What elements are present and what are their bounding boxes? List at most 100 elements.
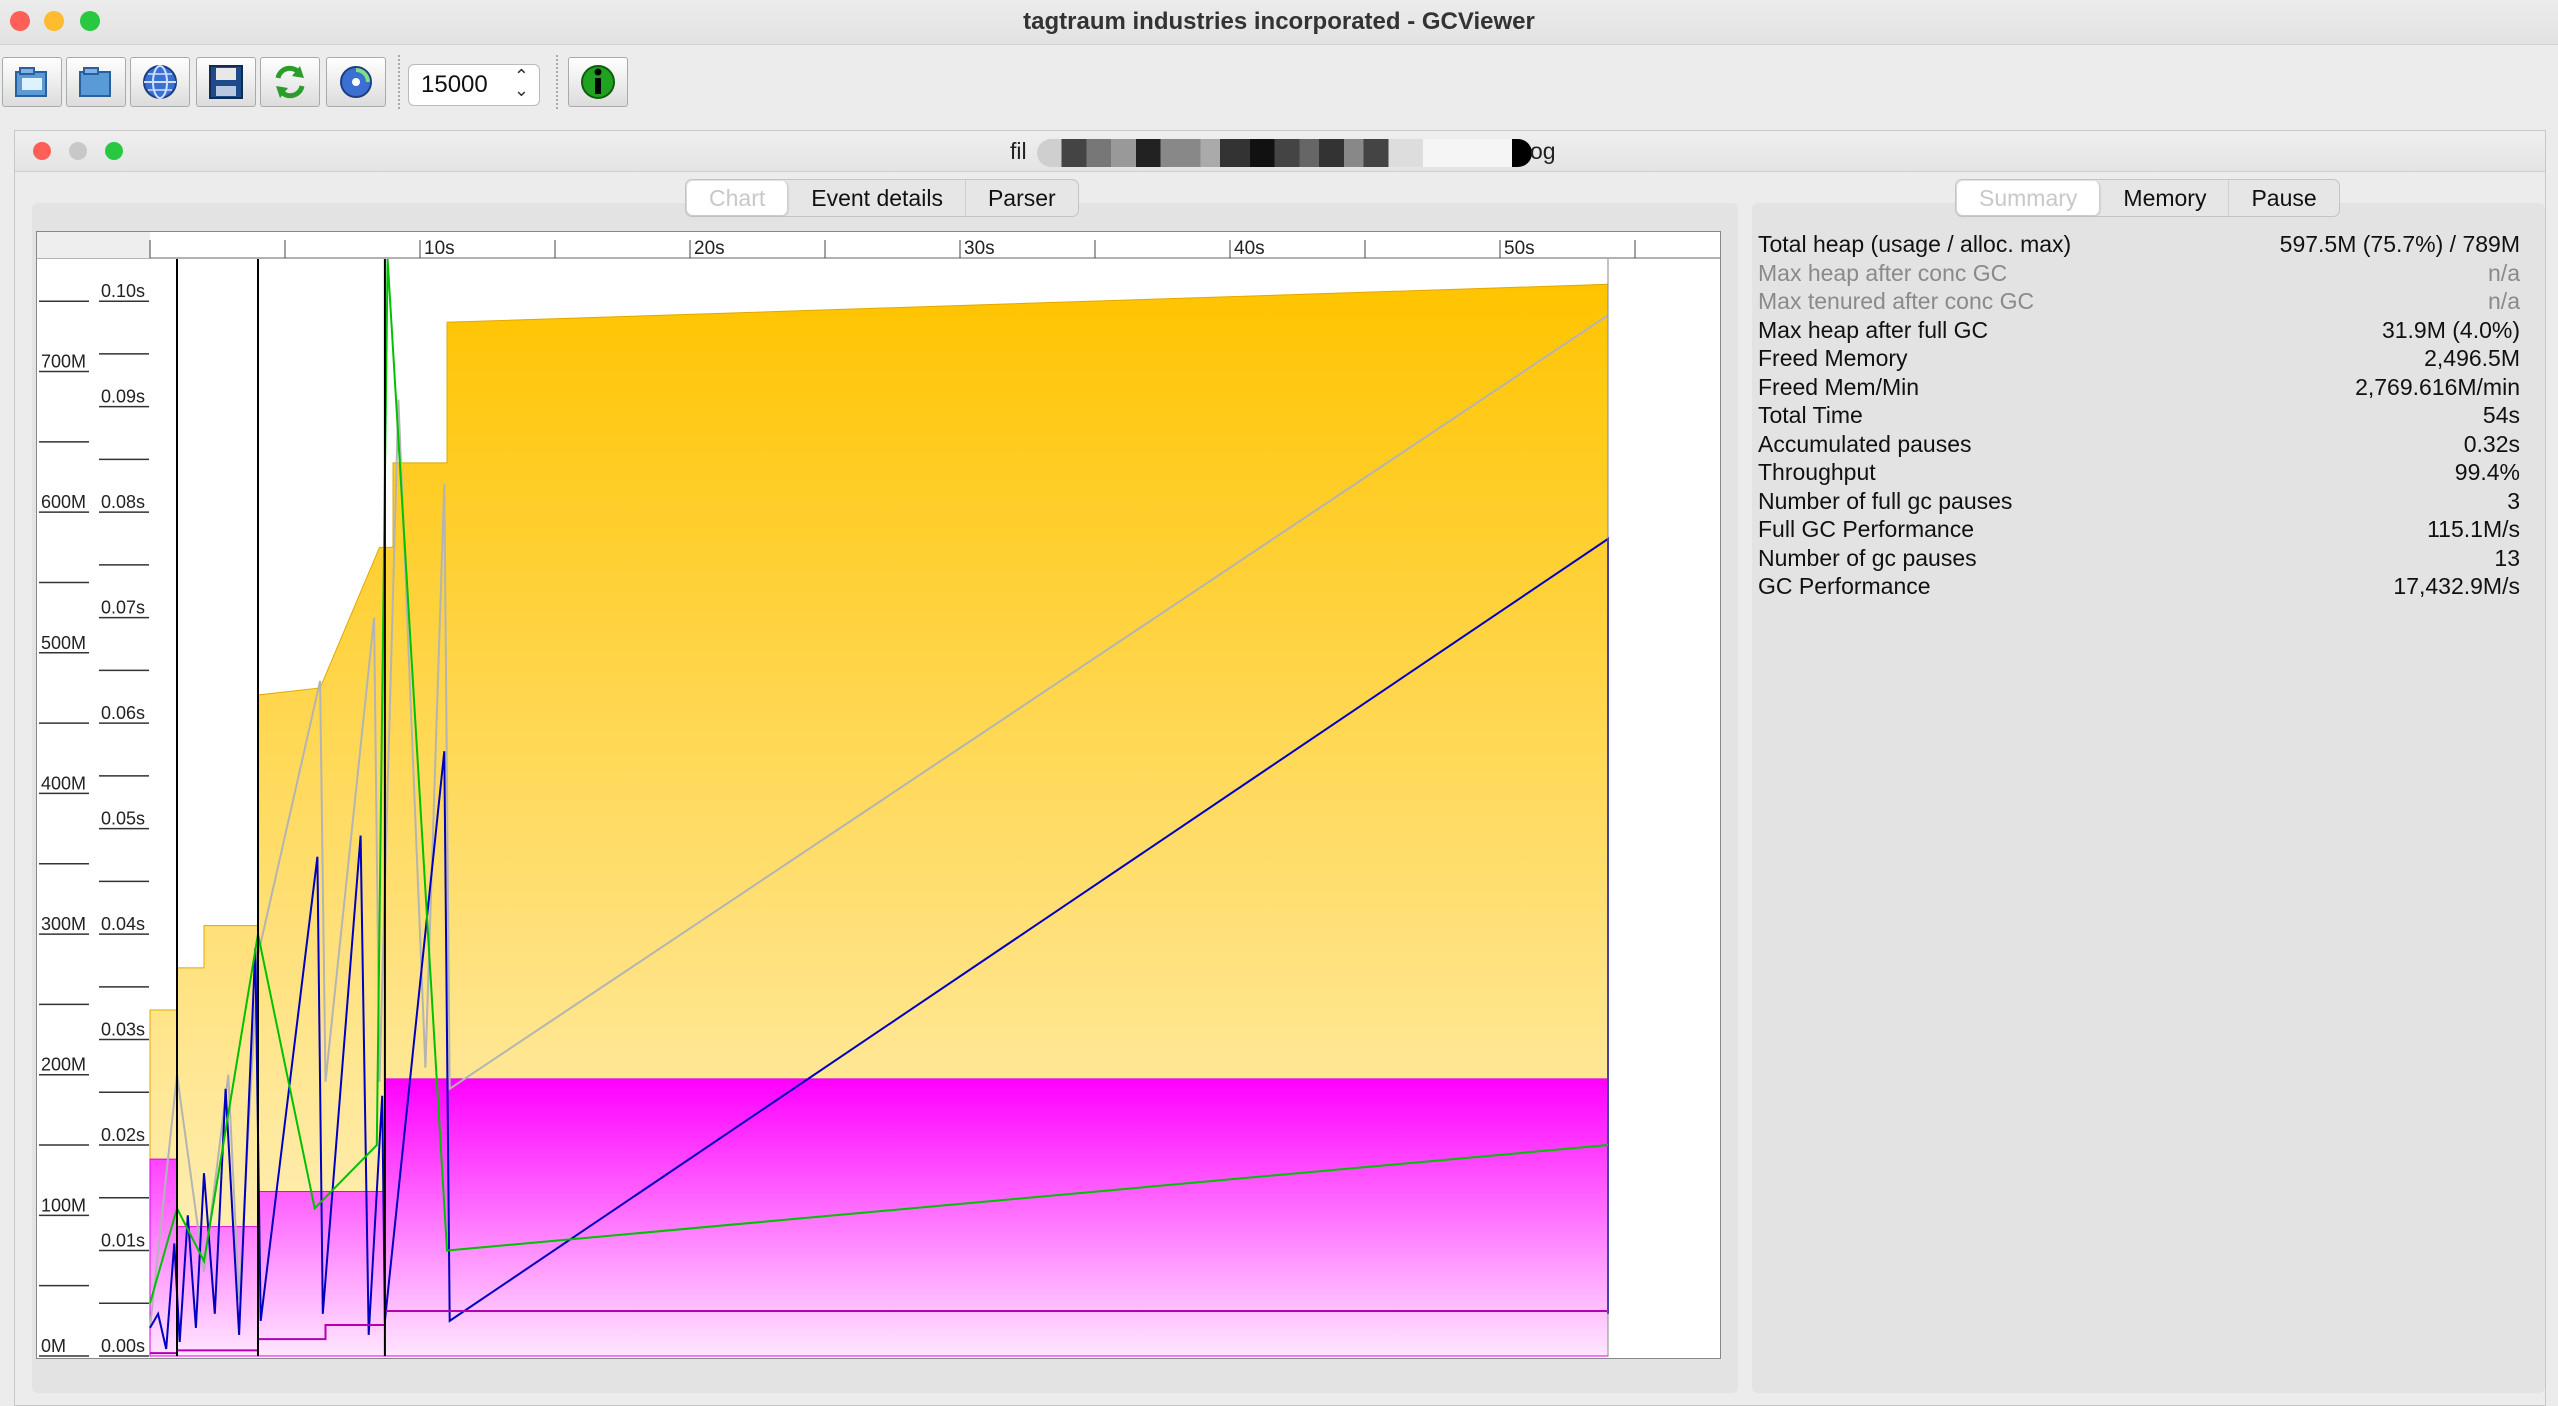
summary-panel <box>1752 203 2545 1393</box>
gc-chart-svg: 10s 20s 30s 40s 50s 0M 100M 200M 300M 400M 500M 600… <box>37 232 1720 1357</box>
axis-corner <box>37 232 150 258</box>
save-icon <box>209 65 243 99</box>
summary-row: GC Performance 17,432.9M/s <box>1758 573 2520 602</box>
tab-chart[interactable]: Chart <box>687 181 789 215</box>
pause-tick-label: 0.08s <box>101 492 145 512</box>
toolbar-separator <box>398 55 400 109</box>
right-tab-bar: Summary Memory Pause <box>1955 179 2340 217</box>
mem-tick-label: 300M <box>41 914 86 934</box>
summary-label: Freed Memory <box>1758 345 1908 371</box>
summary-label: Total Time <box>1758 402 1863 428</box>
summary-row: Max heap after conc GC n/a <box>1758 260 2520 289</box>
summary-label: Max heap after conc GC <box>1758 259 2008 286</box>
summary-value: 31.9M (4.0%) <box>2381 316 2520 343</box>
summary-row: Total heap (usage / alloc. max) 597.5M (7… <box>1758 231 2520 260</box>
open-folder-button[interactable] <box>66 57 126 107</box>
gc-chart[interactable]: 10s 20s 30s 40s 50s 0M 100M 200M 300M 400M 500M 600… <box>36 231 1721 1359</box>
window-titlebar: tagtraum industries incorporated - GCVie… <box>0 0 2558 45</box>
summary-row: Total Time 54s <box>1758 402 2520 431</box>
x-tick-label: 40s <box>1234 238 1265 259</box>
pause-tick-label: 0.03s <box>101 1020 145 1040</box>
zoom-window-button[interactable] <box>80 11 100 31</box>
summary-label: GC Performance <box>1758 573 1931 599</box>
info-button[interactable] <box>568 57 628 107</box>
close-document-button[interactable] <box>33 142 51 160</box>
info-icon <box>581 65 615 99</box>
tab-parser[interactable]: Parser <box>987 184 1056 211</box>
summary-label: Number of full gc pauses <box>1758 487 2013 514</box>
watch-button[interactable] <box>326 57 386 107</box>
close-window-button[interactable] <box>10 11 30 31</box>
tab-event-details[interactable]: Event details <box>789 180 966 216</box>
minimize-document-button[interactable] <box>69 142 87 160</box>
mem-tick-label: 700M <box>41 352 86 372</box>
summary-label: Freed Mem/Min <box>1758 373 1920 400</box>
summary-row: Freed Memory 2,496.5M <box>1758 345 2520 374</box>
pause-tick-label: 0.10s <box>101 281 145 301</box>
x-tick-label: 50s <box>1504 238 1535 259</box>
app-title: tagtraum industries incorporated - GCVie… <box>1023 8 1535 35</box>
pause-tick-label: 0.06s <box>101 703 145 723</box>
open-file-icon <box>15 67 47 97</box>
left-tab-bar: Chart Event details Parser <box>685 179 1079 217</box>
pause-tick-label: 0.02s <box>101 1125 145 1145</box>
mem-tick-label: 200M <box>41 1055 86 1075</box>
tab-summary[interactable]: Summary <box>1957 181 2101 215</box>
summary-row: Freed Mem/Min 2,769.616M/min <box>1758 374 2520 403</box>
mem-tick-label: 400M <box>41 773 86 793</box>
summary-value: 2,496.5M <box>2424 345 2520 371</box>
summary-row: Number of gc pauses 13 <box>1758 545 2520 574</box>
summary-value: 115.1M/s <box>2427 516 2520 542</box>
summary-row: Accumulated pauses 0.32s <box>1758 431 2520 460</box>
pause-tick-label: 0.09s <box>101 387 145 407</box>
summary-label: Number of gc pauses <box>1758 544 1977 571</box>
summary-value: 3 <box>2507 487 2520 514</box>
pause-tick-label: 0.04s <box>101 914 145 934</box>
summary-value: 597.5M (75.7%) / 789M <box>2279 231 2520 257</box>
summary-value: 17,432.9M/s <box>2393 573 2520 599</box>
summary-label: Max heap after full GC <box>1758 316 1989 343</box>
tab-pause[interactable]: Pause <box>2251 184 2317 211</box>
pause-tick-label: 0.01s <box>101 1231 145 1251</box>
watch-icon <box>340 66 372 98</box>
tab-memory[interactable]: Memory <box>2101 180 2230 216</box>
open-folder-icon <box>79 67 111 97</box>
open-file-button[interactable] <box>2 57 62 107</box>
summary-label: Full GC Performance <box>1758 516 1975 542</box>
refresh-interval-value[interactable]: 15000 <box>421 71 488 98</box>
summary-row: Throughput 99.4% <box>1758 459 2520 488</box>
mem-tick-label: 0M <box>41 1336 66 1356</box>
mem-tick-label: 500M <box>41 633 86 653</box>
mem-tick-label: 600M <box>41 492 86 512</box>
open-url-button[interactable] <box>130 57 190 107</box>
summary-label: Max tenured after conc GC <box>1758 288 2035 314</box>
summary-row: Full GC Performance 115.1M/s <box>1758 516 2520 545</box>
redacted-filename <box>1037 139 1532 167</box>
mem-tick-label: 100M <box>41 1195 86 1215</box>
document-title-suffix: og <box>1530 138 1556 164</box>
document-titlebar: fil og <box>15 131 2545 172</box>
summary-table: Total heap (usage / alloc. max) 597.5M (7… <box>1758 231 2520 602</box>
summary-value: n/a <box>2488 288 2520 314</box>
save-button[interactable] <box>196 57 256 107</box>
pause-tick-label: 0.07s <box>101 598 145 618</box>
summary-label: Accumulated pauses <box>1758 430 1972 457</box>
refresh-button[interactable] <box>260 57 320 107</box>
summary-value: 2,769.616M/min <box>2355 373 2520 400</box>
toolbar-separator <box>556 55 558 109</box>
refresh-interval-spinner[interactable]: 15000 ⌃ ⌄ <box>408 64 540 106</box>
document-window: fil og Chart Event details Parser Summar… <box>14 130 2546 1406</box>
summary-row: Number of full gc pauses 3 <box>1758 488 2520 517</box>
gc-pause-line <box>149 258 1609 1304</box>
open-url-icon <box>143 65 177 99</box>
spinner-arrows-icon[interactable]: ⌃ ⌄ <box>513 66 529 100</box>
x-tick-label: 20s <box>694 238 725 259</box>
refresh-icon <box>275 65 305 99</box>
summary-value: 99.4% <box>2454 459 2520 485</box>
document-title: fil <box>1010 138 1027 164</box>
minimize-window-button[interactable] <box>44 11 64 31</box>
summary-value: 13 <box>2494 544 2520 571</box>
pause-tick-label: 0.05s <box>101 809 145 829</box>
summary-value: 54s <box>2482 402 2520 428</box>
zoom-document-button[interactable] <box>105 142 123 160</box>
